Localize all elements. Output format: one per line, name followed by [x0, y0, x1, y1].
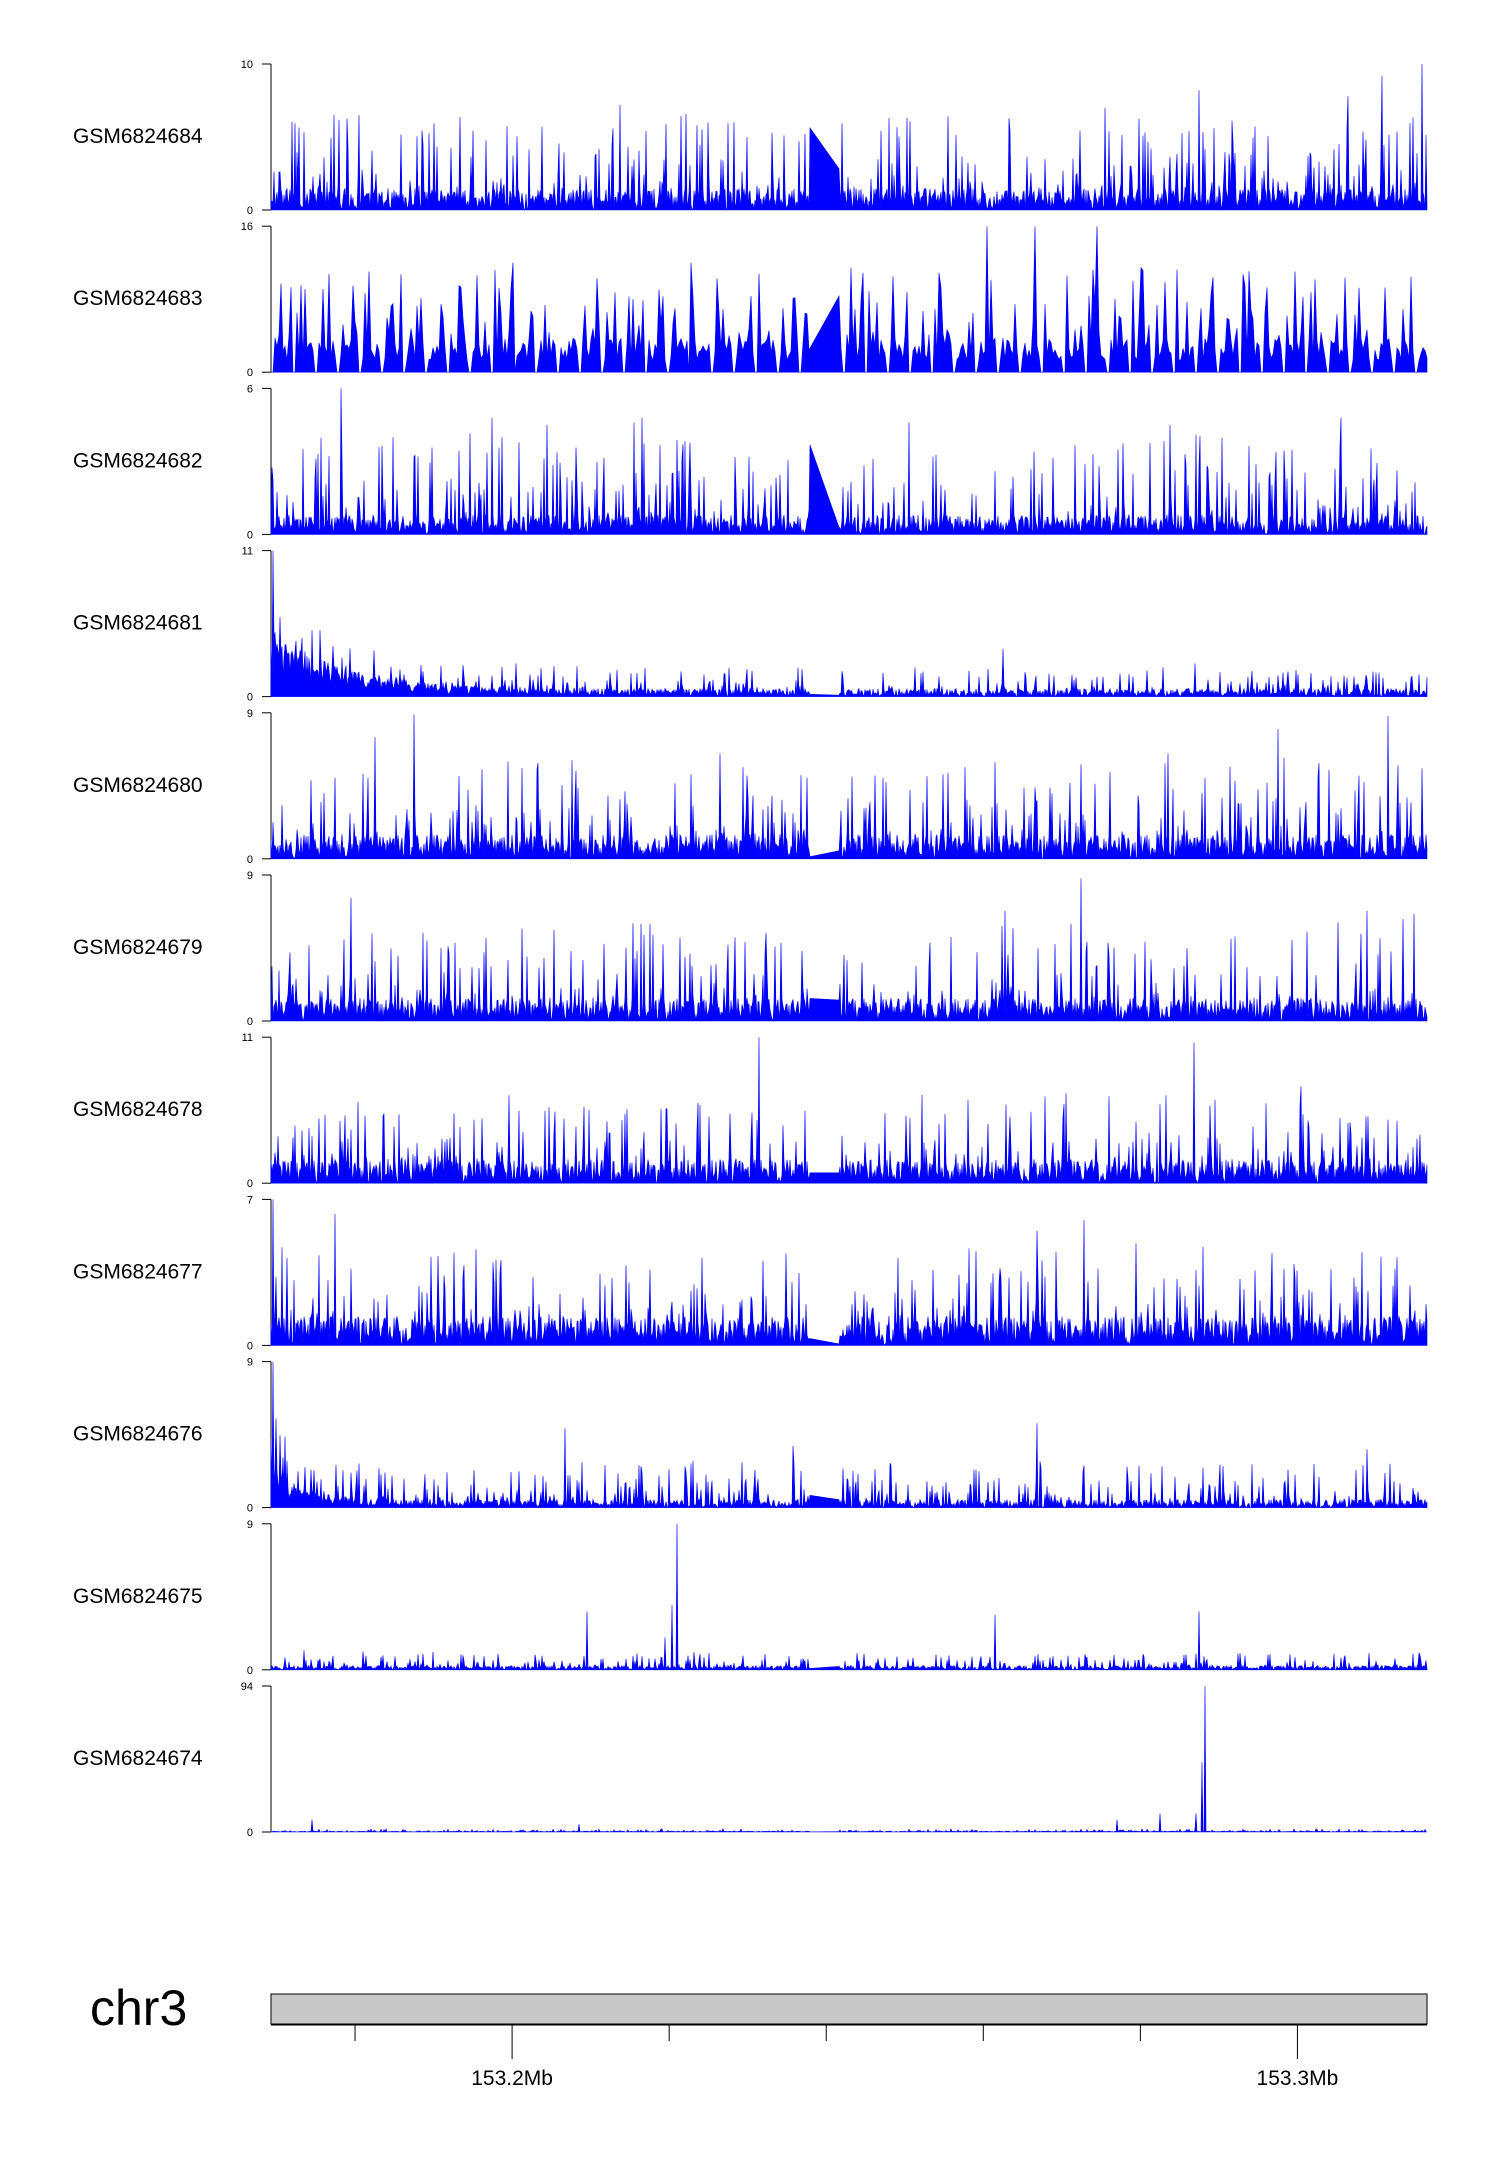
y-min-label: 0: [247, 854, 253, 866]
track-GSM6824674: GSM6824674 94 0: [73, 1681, 1428, 1839]
y-max-label: 9: [247, 1357, 253, 1369]
coverage-area: [270, 63, 1428, 211]
coverage-area: [270, 714, 1428, 860]
track-GSM6824680: GSM6824680 9 0: [73, 708, 1428, 866]
track-GSM6824682: GSM6824682 6 0: [73, 383, 1428, 541]
coverage-area: [270, 1199, 1428, 1347]
coverage-area: [270, 1361, 1428, 1509]
chromosome-bar: [270, 1993, 1428, 2025]
coverage-area: [270, 1523, 1428, 1671]
track-label: GSM6824676: [73, 1423, 203, 1446]
track-GSM6824678: GSM6824678 11 0: [73, 1032, 1428, 1190]
coverage-area: [271, 226, 1428, 373]
y-max-label: 9: [247, 1519, 253, 1531]
y-max-label: 6: [247, 383, 253, 395]
track-label: GSM6824682: [73, 449, 203, 472]
y-min-label: 0: [247, 367, 253, 379]
coverage-area: [270, 550, 1428, 698]
track-GSM6824675: GSM6824675 9 0: [73, 1519, 1428, 1677]
y-min-label: 0: [247, 529, 253, 541]
y-min-label: 0: [247, 692, 253, 704]
y-max-label: 9: [247, 870, 253, 882]
chromosome-axis: chr3 153.2Mb 153.3Mb: [90, 1980, 1428, 2090]
track-label: GSM6824680: [73, 774, 203, 797]
track-label: GSM6824683: [73, 287, 203, 310]
coverage-area: [270, 388, 1428, 535]
track-label: GSM6824677: [73, 1260, 203, 1283]
y-max-label: 11: [242, 546, 253, 558]
track-GSM6824684: GSM6824684 10 0: [73, 59, 1428, 217]
y-min-label: 0: [247, 1665, 253, 1677]
y-max-label: 10: [241, 59, 253, 71]
track-GSM6824676: GSM6824676 9 0: [73, 1357, 1428, 1515]
chromosome-label: chr3: [90, 1980, 187, 2036]
y-min-label: 0: [247, 1827, 253, 1839]
y-max-label: 11: [242, 1032, 253, 1044]
track-label: GSM6824675: [73, 1585, 203, 1608]
track-GSM6824677: GSM6824677 7 0: [73, 1194, 1428, 1352]
genome-axis-ticks: 153.2Mb 153.3Mb: [354, 2025, 1339, 2090]
track-label: GSM6824679: [73, 936, 203, 959]
track-GSM6824681: GSM6824681 11 0: [73, 546, 1428, 704]
track-label: GSM6824681: [73, 612, 203, 635]
track-label: GSM6824678: [73, 1098, 203, 1121]
y-min-label: 0: [247, 1340, 253, 1352]
coverage-area: [270, 1037, 1428, 1184]
y-max-label: 94: [241, 1681, 253, 1693]
major-tick-label: 153.3Mb: [1257, 2067, 1339, 2090]
track-GSM6824683: GSM6824683 16 0: [73, 221, 1428, 379]
coverage-area: [270, 878, 1428, 1022]
y-min-label: 0: [247, 1503, 253, 1515]
y-max-label: 9: [247, 708, 253, 720]
y-min-label: 0: [247, 1016, 253, 1028]
major-tick-label: 153.2Mb: [471, 2067, 553, 2090]
y-min-label: 0: [247, 205, 253, 217]
track-label: GSM6824684: [73, 125, 203, 148]
y-min-label: 0: [247, 1178, 253, 1190]
y-max-label: 7: [247, 1194, 253, 1206]
track-GSM6824679: GSM6824679 9 0: [73, 870, 1428, 1028]
y-max-label: 16: [241, 221, 253, 233]
track-label: GSM6824674: [73, 1747, 203, 1770]
data-tracks: GSM6824684100GSM6824683160GSM682468260GS…: [73, 59, 1428, 1839]
coverage-area: [270, 1685, 1428, 1833]
